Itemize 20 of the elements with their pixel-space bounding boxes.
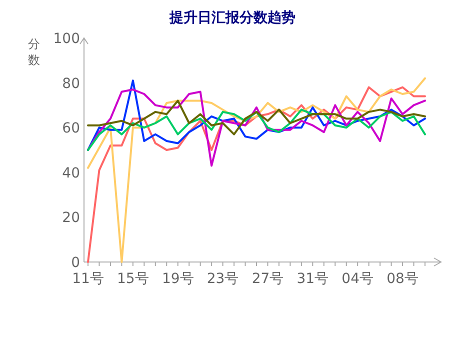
x-tick-label: 19号 <box>162 271 194 287</box>
x-tick-label: 31号 <box>296 271 329 287</box>
line-series <box>87 88 426 167</box>
y-tick-label: 60 <box>62 120 80 137</box>
line-series <box>87 80 426 151</box>
x-tick-label: 23号 <box>206 271 239 287</box>
y-tick-label: 0 <box>71 255 80 271</box>
x-tick-label: 11号 <box>72 271 104 287</box>
chart-title: 提升日汇报分数趋势 <box>168 9 296 26</box>
y-axis-title: 分数 <box>28 37 40 67</box>
x-tick-label: 27号 <box>252 271 284 287</box>
x-tick-label: 15号 <box>117 271 149 287</box>
line-series <box>87 108 426 151</box>
y-tick-label: 80 <box>62 76 80 92</box>
y-tick-label: 20 <box>62 210 80 226</box>
x-tick-label: 08号 <box>386 271 418 287</box>
line-series <box>87 100 426 136</box>
y-tick-label: 40 <box>62 165 80 182</box>
x-tick-label: 04号 <box>342 271 374 287</box>
y-tick-label: 100 <box>53 31 80 47</box>
